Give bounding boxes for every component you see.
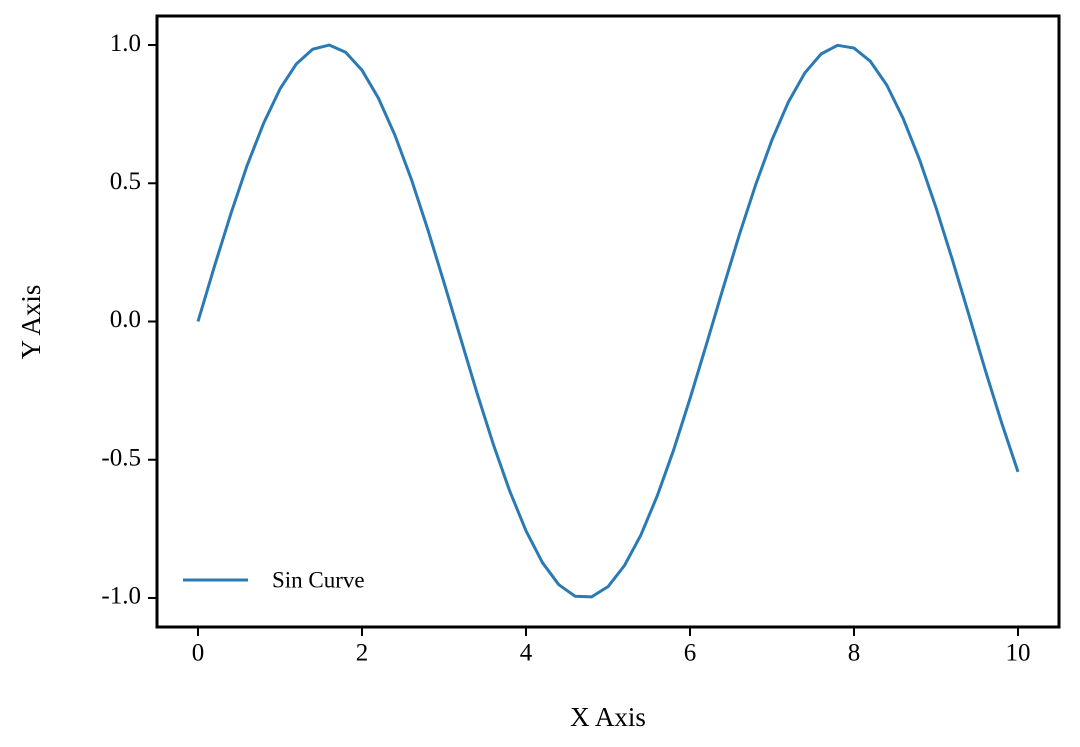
y-tick-label: 0.5 xyxy=(110,168,141,195)
x-tick-label: 10 xyxy=(1006,640,1031,667)
x-tick-label: 6 xyxy=(684,640,697,667)
x-tick-label: 2 xyxy=(356,640,369,667)
y-tick-label: -0.5 xyxy=(101,444,141,471)
y-tick-label: -1.0 xyxy=(101,583,141,610)
line-series xyxy=(196,43,1020,599)
x-tick-label: 0 xyxy=(192,640,205,667)
x-tick-label: 4 xyxy=(520,640,533,667)
y-tick-label: 1.0 xyxy=(110,30,141,57)
legend-label: Sin Curve xyxy=(272,567,365,592)
x-axis-label: X Axis xyxy=(570,702,646,732)
y-tick-label: 0.0 xyxy=(110,306,141,333)
plot-frame xyxy=(155,14,1061,629)
x-tick-label: 8 xyxy=(848,640,861,667)
y-axis-label: Y Axis xyxy=(16,285,46,360)
